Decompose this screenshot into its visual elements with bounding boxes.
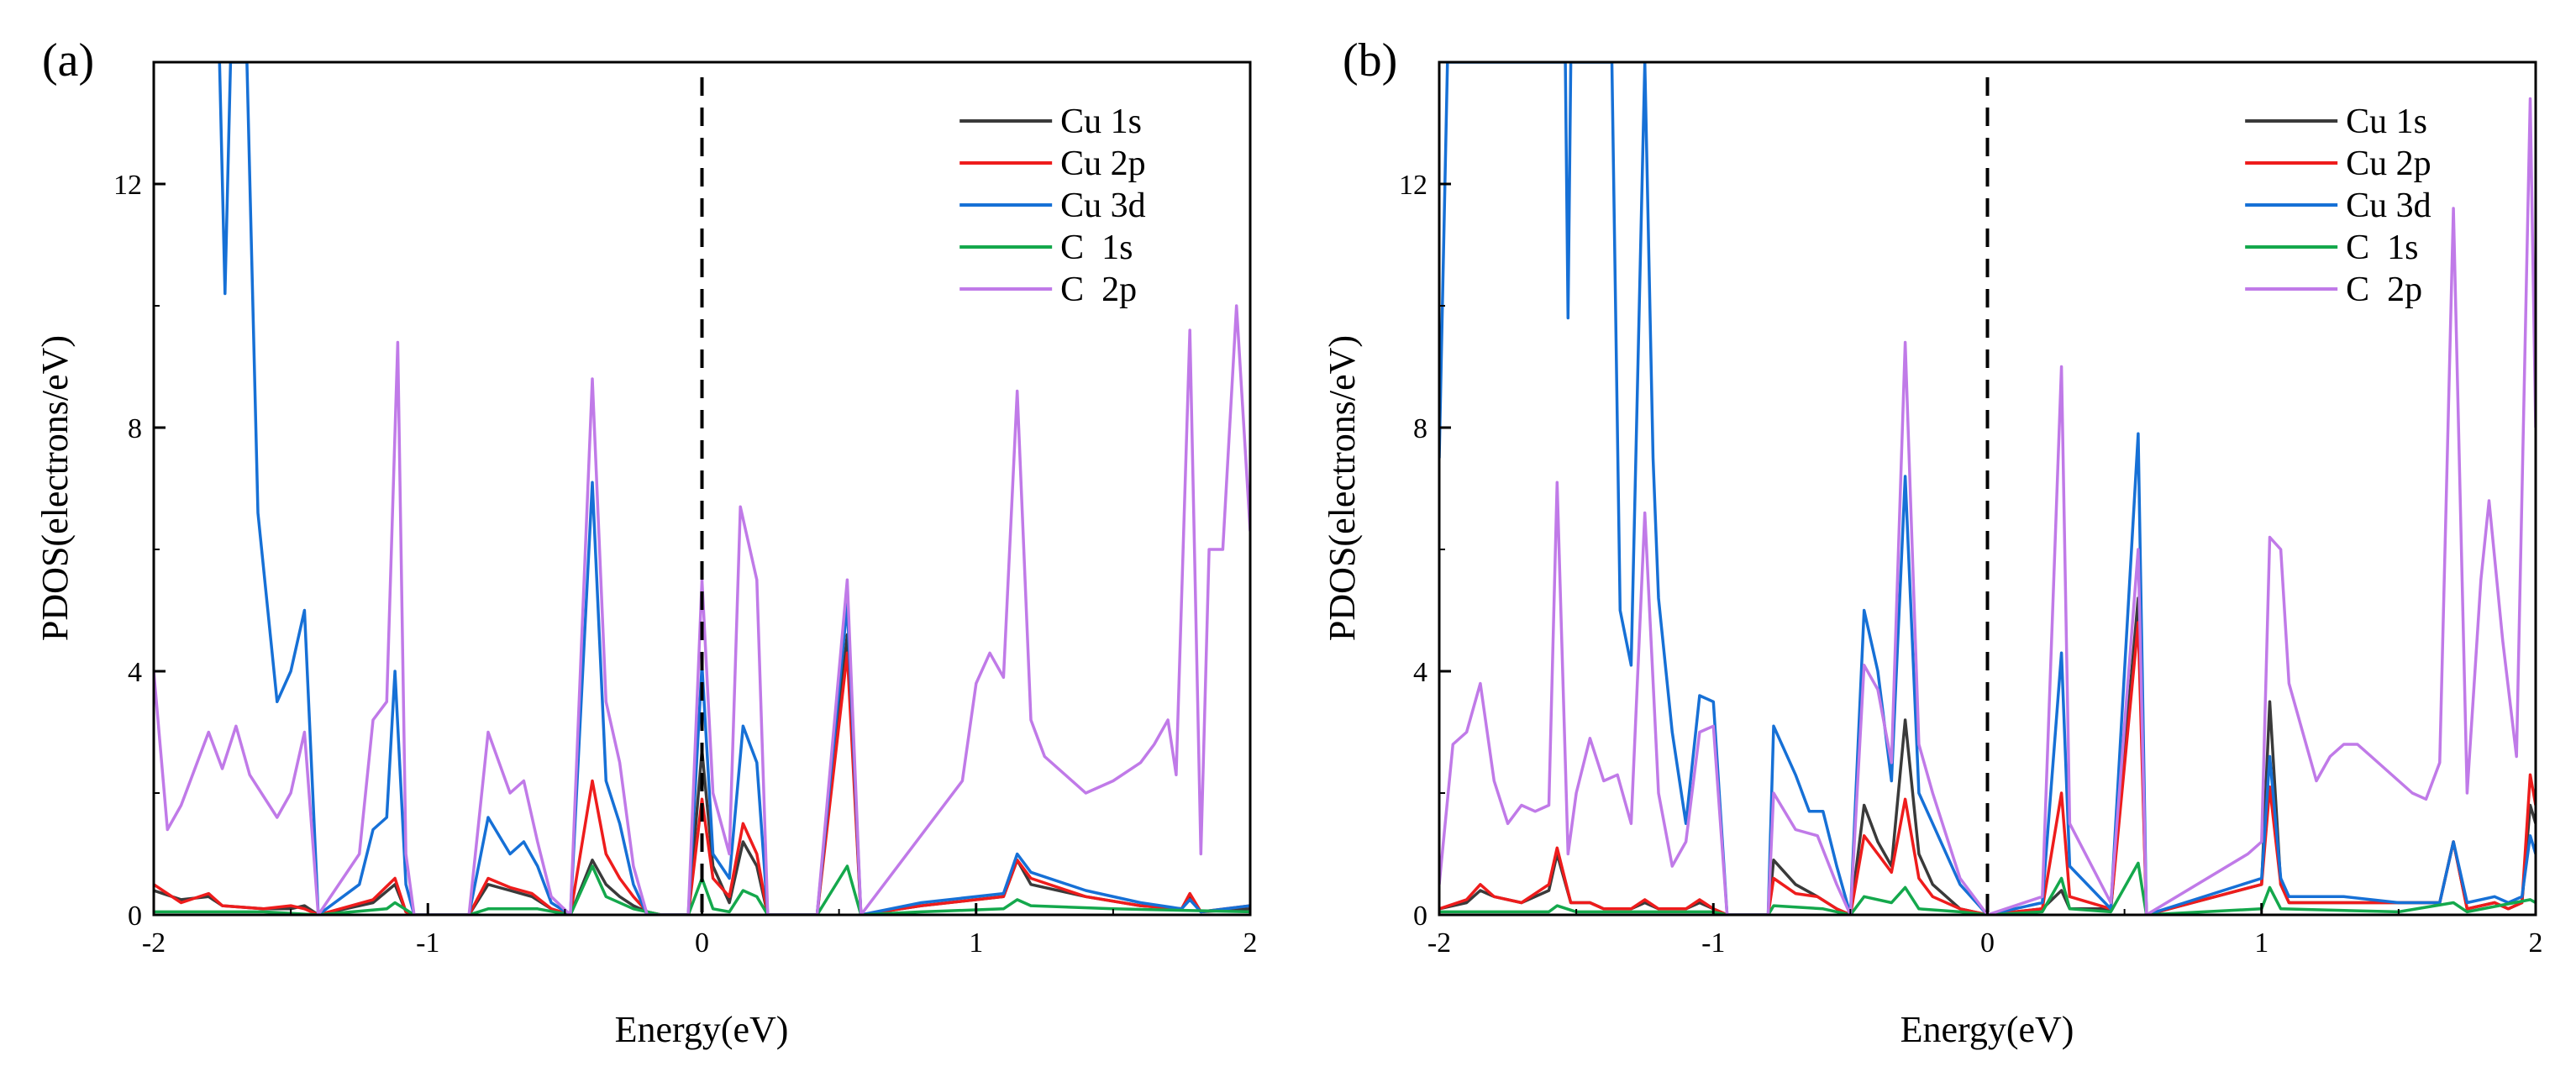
x-tick-label: 2 [1243,927,1258,959]
legend-label-cu-3d: Cu 3d [2346,187,2431,225]
series-line-c-2p [1439,97,2536,915]
y-tick-label: 8 [1413,413,1427,444]
x-tick-label: -1 [1701,927,1725,959]
series-line-cu-2p [154,651,1250,915]
y-tick-label: 4 [1413,657,1427,688]
x-tick-label: 1 [2254,927,2268,959]
legend-label-c-2p: C 2p [1060,271,1137,309]
series-lines [154,62,1250,915]
x-tick-label: 0 [1980,927,1995,959]
legend-label-c-2p: C 2p [2346,271,2422,309]
legend-label-cu-2p: Cu 2p [1060,144,1146,183]
legend-label-c-1s: C 1s [1060,229,1133,267]
series-line-cu-2p [1439,621,2536,915]
x-tick-label: 2 [2529,927,2543,959]
y-tick-label: 0 [1413,901,1427,932]
y-tick-label: 4 [128,657,142,688]
y-tick-label: 12 [1399,170,1427,201]
y-tick-label: 12 [113,170,142,201]
axes-frame [1438,60,2537,917]
series-line-c-2p [154,304,1250,915]
y-tick-label: 0 [128,901,142,932]
x-tick-label: -2 [1427,927,1451,959]
series-line-c-1s [154,864,1250,915]
series-line-cu-3d [218,62,1250,915]
legend-label-cu-1s: Cu 1s [2346,102,2427,141]
y-tick-label: 8 [128,413,142,444]
axes-frame [152,60,1252,917]
y-axis-label: PDOS(electrons/eV) [1322,335,1363,641]
y-axis-label: PDOS(electrons/eV) [34,335,76,641]
x-tick-label: 1 [969,927,983,959]
x-axis-label: Energy(eV) [1900,1009,2074,1050]
x-tick-label: -2 [142,927,166,959]
x-tick-label: 0 [695,927,709,959]
legend-label-cu-2p: Cu 2p [2346,144,2431,183]
panel-label: (b) [1343,34,1397,87]
legend-label-c-1s: C 1s [2346,229,2418,267]
legend-label-cu-3d: Cu 3d [1060,187,1146,225]
legend-label-cu-1s: Cu 1s [1060,102,1142,141]
series-line-cu-3d [1439,62,2536,915]
panel-label: (a) [42,34,94,87]
x-axis-label: Energy(eV) [615,1009,789,1050]
x-tick-label: -1 [416,927,439,959]
